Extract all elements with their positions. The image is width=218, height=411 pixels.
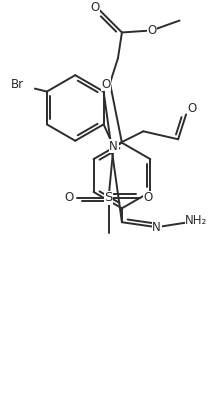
Text: Br: Br — [10, 78, 24, 91]
Text: O: O — [147, 24, 156, 37]
Text: O: O — [144, 192, 153, 204]
Text: O: O — [101, 78, 111, 90]
Text: S: S — [104, 192, 113, 204]
Text: N: N — [152, 221, 161, 234]
Text: O: O — [90, 1, 100, 14]
Text: O: O — [64, 192, 73, 204]
Text: N: N — [109, 140, 118, 153]
Text: NH₂: NH₂ — [185, 214, 208, 227]
Text: O: O — [187, 102, 197, 115]
